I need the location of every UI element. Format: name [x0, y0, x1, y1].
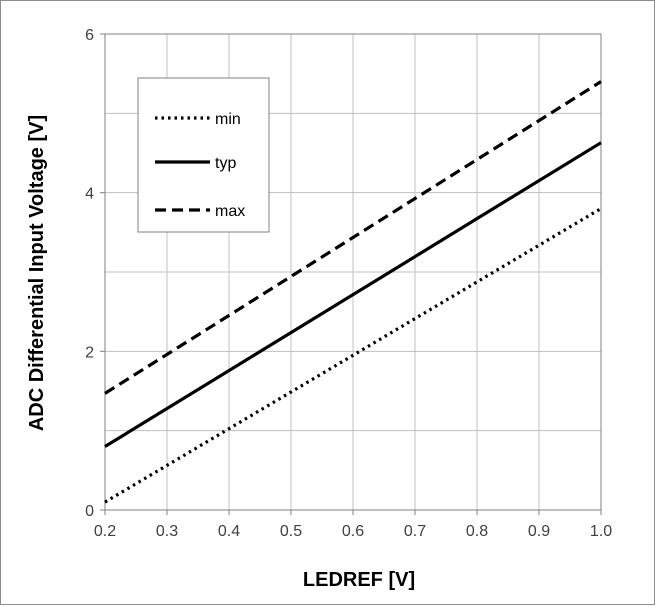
legend: min typ max — [137, 77, 270, 233]
x-tick-labels: 0.2 0.3 0.4 0.5 0.6 0.7 0.8 0.9 1.0 — [94, 523, 612, 540]
legend-label-typ: typ — [215, 155, 236, 172]
x-tick-label-6: 0.8 — [466, 523, 488, 540]
x-tick-label-8: 1.0 — [590, 523, 612, 540]
series-lines — [104, 80, 602, 504]
legend-label-max: max — [215, 203, 245, 220]
y-tick-label-1: 2 — [85, 344, 94, 361]
legend-label-min: min — [215, 111, 241, 128]
series-line-typ — [104, 141, 602, 448]
y-tick-label-2: 4 — [85, 186, 94, 203]
y-axis-title: ADC Differential Input Voltage [V] — [26, 115, 48, 431]
x-tick-label-0: 0.2 — [94, 523, 116, 540]
x-tick-label-5: 0.7 — [404, 523, 426, 540]
y-tick-label-0: 0 — [85, 503, 94, 520]
legend-box — [137, 77, 270, 233]
y-tick-label-3: 6 — [85, 27, 94, 44]
x-tick-label-7: 0.9 — [528, 523, 550, 540]
x-axis-title: LEDREF [V] — [303, 569, 415, 591]
x-tick-label-3: 0.5 — [280, 523, 302, 540]
x-tick-label-4: 0.6 — [342, 523, 364, 540]
axes — [100, 33, 602, 515]
y-tick-labels: 0 2 4 6 — [85, 27, 94, 520]
x-tick-label-1: 0.3 — [156, 523, 178, 540]
x-tick-label-2: 0.4 — [218, 523, 240, 540]
series-line-max — [104, 80, 602, 395]
plot-area-border — [104, 33, 602, 511]
series-line-min — [104, 207, 602, 504]
